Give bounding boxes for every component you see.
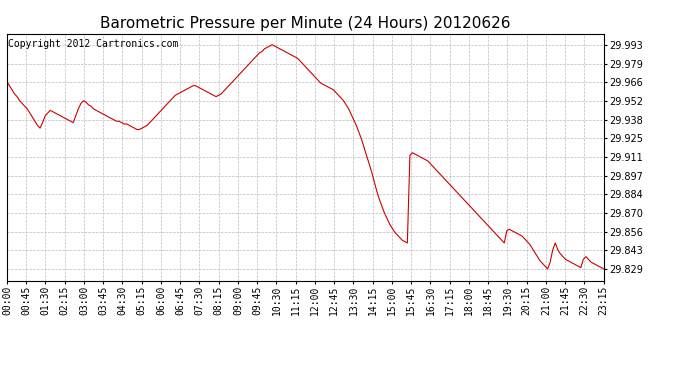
Title: Barometric Pressure per Minute (24 Hours) 20120626: Barometric Pressure per Minute (24 Hours… <box>100 16 511 31</box>
Text: Copyright 2012 Cartronics.com: Copyright 2012 Cartronics.com <box>8 39 179 49</box>
